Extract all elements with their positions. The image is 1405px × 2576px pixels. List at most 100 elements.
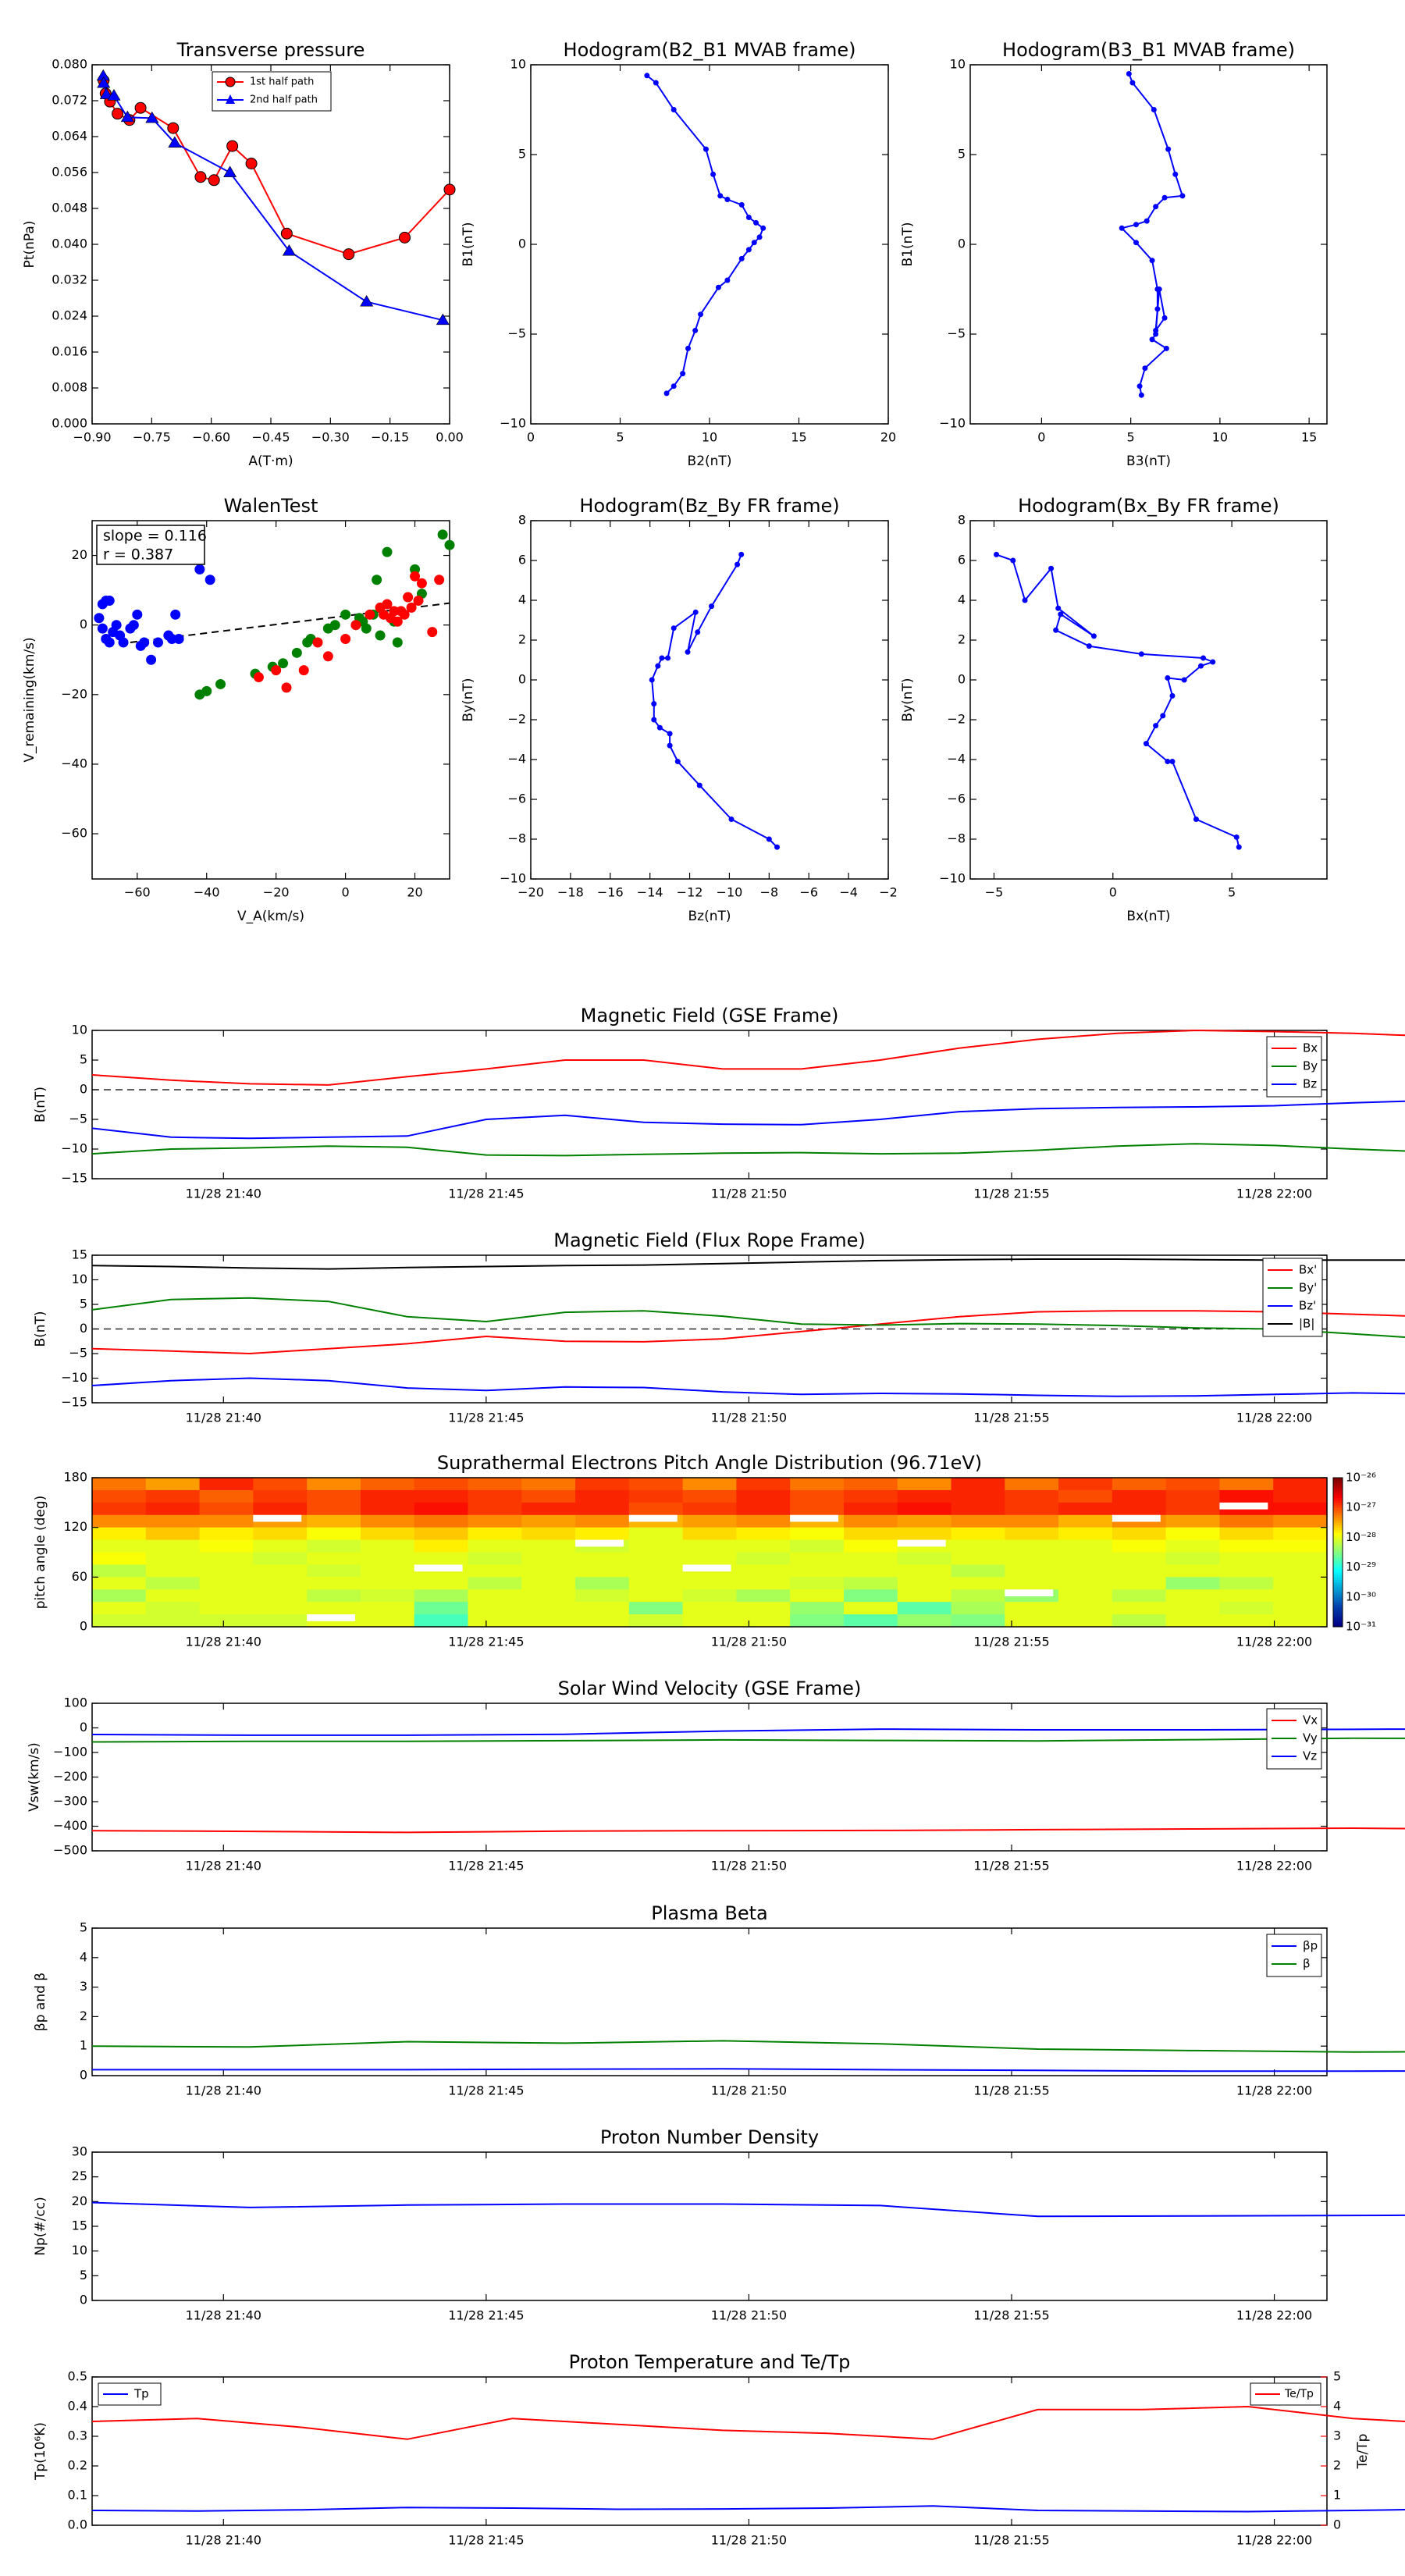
- fr-series-By': [91, 1297, 1405, 1338]
- pad-cell: [951, 1589, 1005, 1603]
- pad-panel: 0 60 120 180 11/28 21:40 11/28 21:45 11/28 21:…: [33, 1452, 1376, 1649]
- pad-cell: [1005, 1552, 1059, 1566]
- walen-point: [253, 672, 264, 683]
- walen-point: [281, 682, 292, 693]
- walen-point: [298, 665, 309, 676]
- pad-cell: [736, 1589, 791, 1603]
- pad-cell: [1112, 1478, 1167, 1491]
- pad-cell: [790, 1564, 845, 1578]
- pad-cell: [1165, 1564, 1221, 1578]
- pad-cell: [253, 1489, 308, 1503]
- pad-colorbar-cell: [1333, 1550, 1343, 1553]
- pt-point: [282, 244, 296, 256]
- pad-cell: [790, 1539, 845, 1553]
- h4-ytick-label: −10: [939, 871, 966, 886]
- h4-point: [1236, 844, 1242, 850]
- walen-point: [118, 637, 129, 648]
- pad-cell: [1058, 1589, 1113, 1603]
- walen-xtick-label: −20: [263, 885, 290, 900]
- pad-colorbar-cell: [1333, 1617, 1343, 1620]
- h1-point: [756, 234, 763, 240]
- pad-cell: [951, 1602, 1005, 1615]
- pt-point: [168, 136, 182, 148]
- pad-cell: [1112, 1564, 1167, 1578]
- pad-cell: [253, 1539, 308, 1553]
- np-time-label: 11/28 21:55: [973, 2308, 1049, 2323]
- walen-point: [340, 609, 351, 620]
- pt-legend-marker: [226, 94, 235, 104]
- mag-ylabel: B(nT): [33, 1087, 48, 1123]
- h2-point: [1151, 107, 1157, 112]
- pad-cell: [843, 1564, 898, 1578]
- np-ylabel: Np(#/cc): [33, 2197, 48, 2255]
- pad-cell: [897, 1614, 952, 1628]
- fr-time-label: 11/28 21:55: [973, 1411, 1049, 1425]
- h4-ytick-label: 0: [958, 672, 966, 687]
- pad-colorbar-cell: [1333, 1480, 1343, 1483]
- pt-point: [208, 174, 220, 187]
- pad-colorbar-label: 10⁻³¹: [1346, 1620, 1376, 1634]
- h3-point: [659, 655, 665, 661]
- h4-point: [1048, 565, 1055, 571]
- h3-xtick-label: −10: [717, 885, 743, 900]
- tp-time-label: 11/28 21:45: [448, 2533, 524, 2548]
- pt-ytick-label: 0.000: [52, 416, 87, 431]
- h1-ytick-label: 5: [518, 147, 526, 162]
- h4-title: Hodogram(Bx_By FR frame): [1018, 495, 1279, 517]
- walen-point: [392, 637, 403, 648]
- h3-point: [692, 609, 699, 615]
- pad-colorbar-cell: [1333, 1514, 1343, 1518]
- pad-cell: [1219, 1514, 1274, 1528]
- pad-cell: [843, 1589, 898, 1603]
- fr-legend-label: |B|: [1299, 1317, 1314, 1331]
- h3-point: [674, 759, 681, 765]
- pad-cell: [1273, 1552, 1328, 1566]
- walen-point: [372, 575, 382, 585]
- pad-cell: [307, 1502, 361, 1516]
- pad-cell: [360, 1489, 415, 1503]
- pad-cell: [1058, 1539, 1113, 1553]
- pad-cell: [1273, 1539, 1328, 1553]
- beta-time-label: 11/28 21:45: [448, 2083, 524, 2098]
- pad-colorbar-cell: [1333, 1577, 1343, 1581]
- pad-colorbar-cell: [1333, 1542, 1343, 1546]
- walen-point: [322, 651, 333, 662]
- pad-cell: [843, 1602, 898, 1615]
- pad-cell: [628, 1539, 684, 1553]
- pad-colorbar-cell: [1333, 1482, 1343, 1486]
- pad-cell: [1165, 1552, 1221, 1566]
- pad-cell: [736, 1502, 791, 1516]
- np-time-label: 11/28 21:45: [448, 2308, 524, 2323]
- pad-time-label: 11/28 21:50: [711, 1635, 787, 1649]
- pad-cell: [951, 1527, 1005, 1541]
- pad-cell: [360, 1602, 415, 1615]
- pad-cell: [1273, 1602, 1328, 1615]
- walen-point: [205, 575, 215, 585]
- pad-colorbar-cell: [1333, 1489, 1343, 1493]
- h4-ytick-label: 6: [958, 553, 966, 568]
- pad-cell: [145, 1527, 201, 1541]
- pad-cell: [307, 1514, 361, 1528]
- pad-cell: [897, 1527, 952, 1541]
- pt-panel: −0.90 −0.75 −0.60 −0.45 −0.30 −0.15 0.00 0.000 0…: [22, 39, 464, 469]
- pad-cell: [897, 1577, 952, 1590]
- walen-ylabel: V_remaining(km/s): [22, 637, 37, 762]
- pad-cell: [736, 1527, 791, 1541]
- pad-time-label: 11/28 22:00: [1236, 1635, 1312, 1649]
- vsw-time-label: 11/28 21:40: [186, 1859, 261, 1873]
- pad-cell: [360, 1539, 415, 1553]
- pad-cell: [1273, 1564, 1328, 1578]
- pad-cell: [468, 1564, 522, 1578]
- h3-point: [709, 603, 715, 610]
- h3-ytick-label: −8: [507, 831, 526, 846]
- walen-r: r = 0.387: [103, 546, 173, 564]
- walen-point: [444, 539, 455, 550]
- pad-cell: [253, 1602, 308, 1615]
- pad-cell: [92, 1539, 147, 1553]
- h4-ytick-label: 4: [958, 592, 966, 607]
- h1-point: [753, 219, 759, 226]
- pt-xtick-label: 0.00: [436, 430, 464, 445]
- pad-cell: [897, 1502, 952, 1516]
- pad-cell: [468, 1489, 522, 1503]
- pad-cell: [843, 1489, 898, 1503]
